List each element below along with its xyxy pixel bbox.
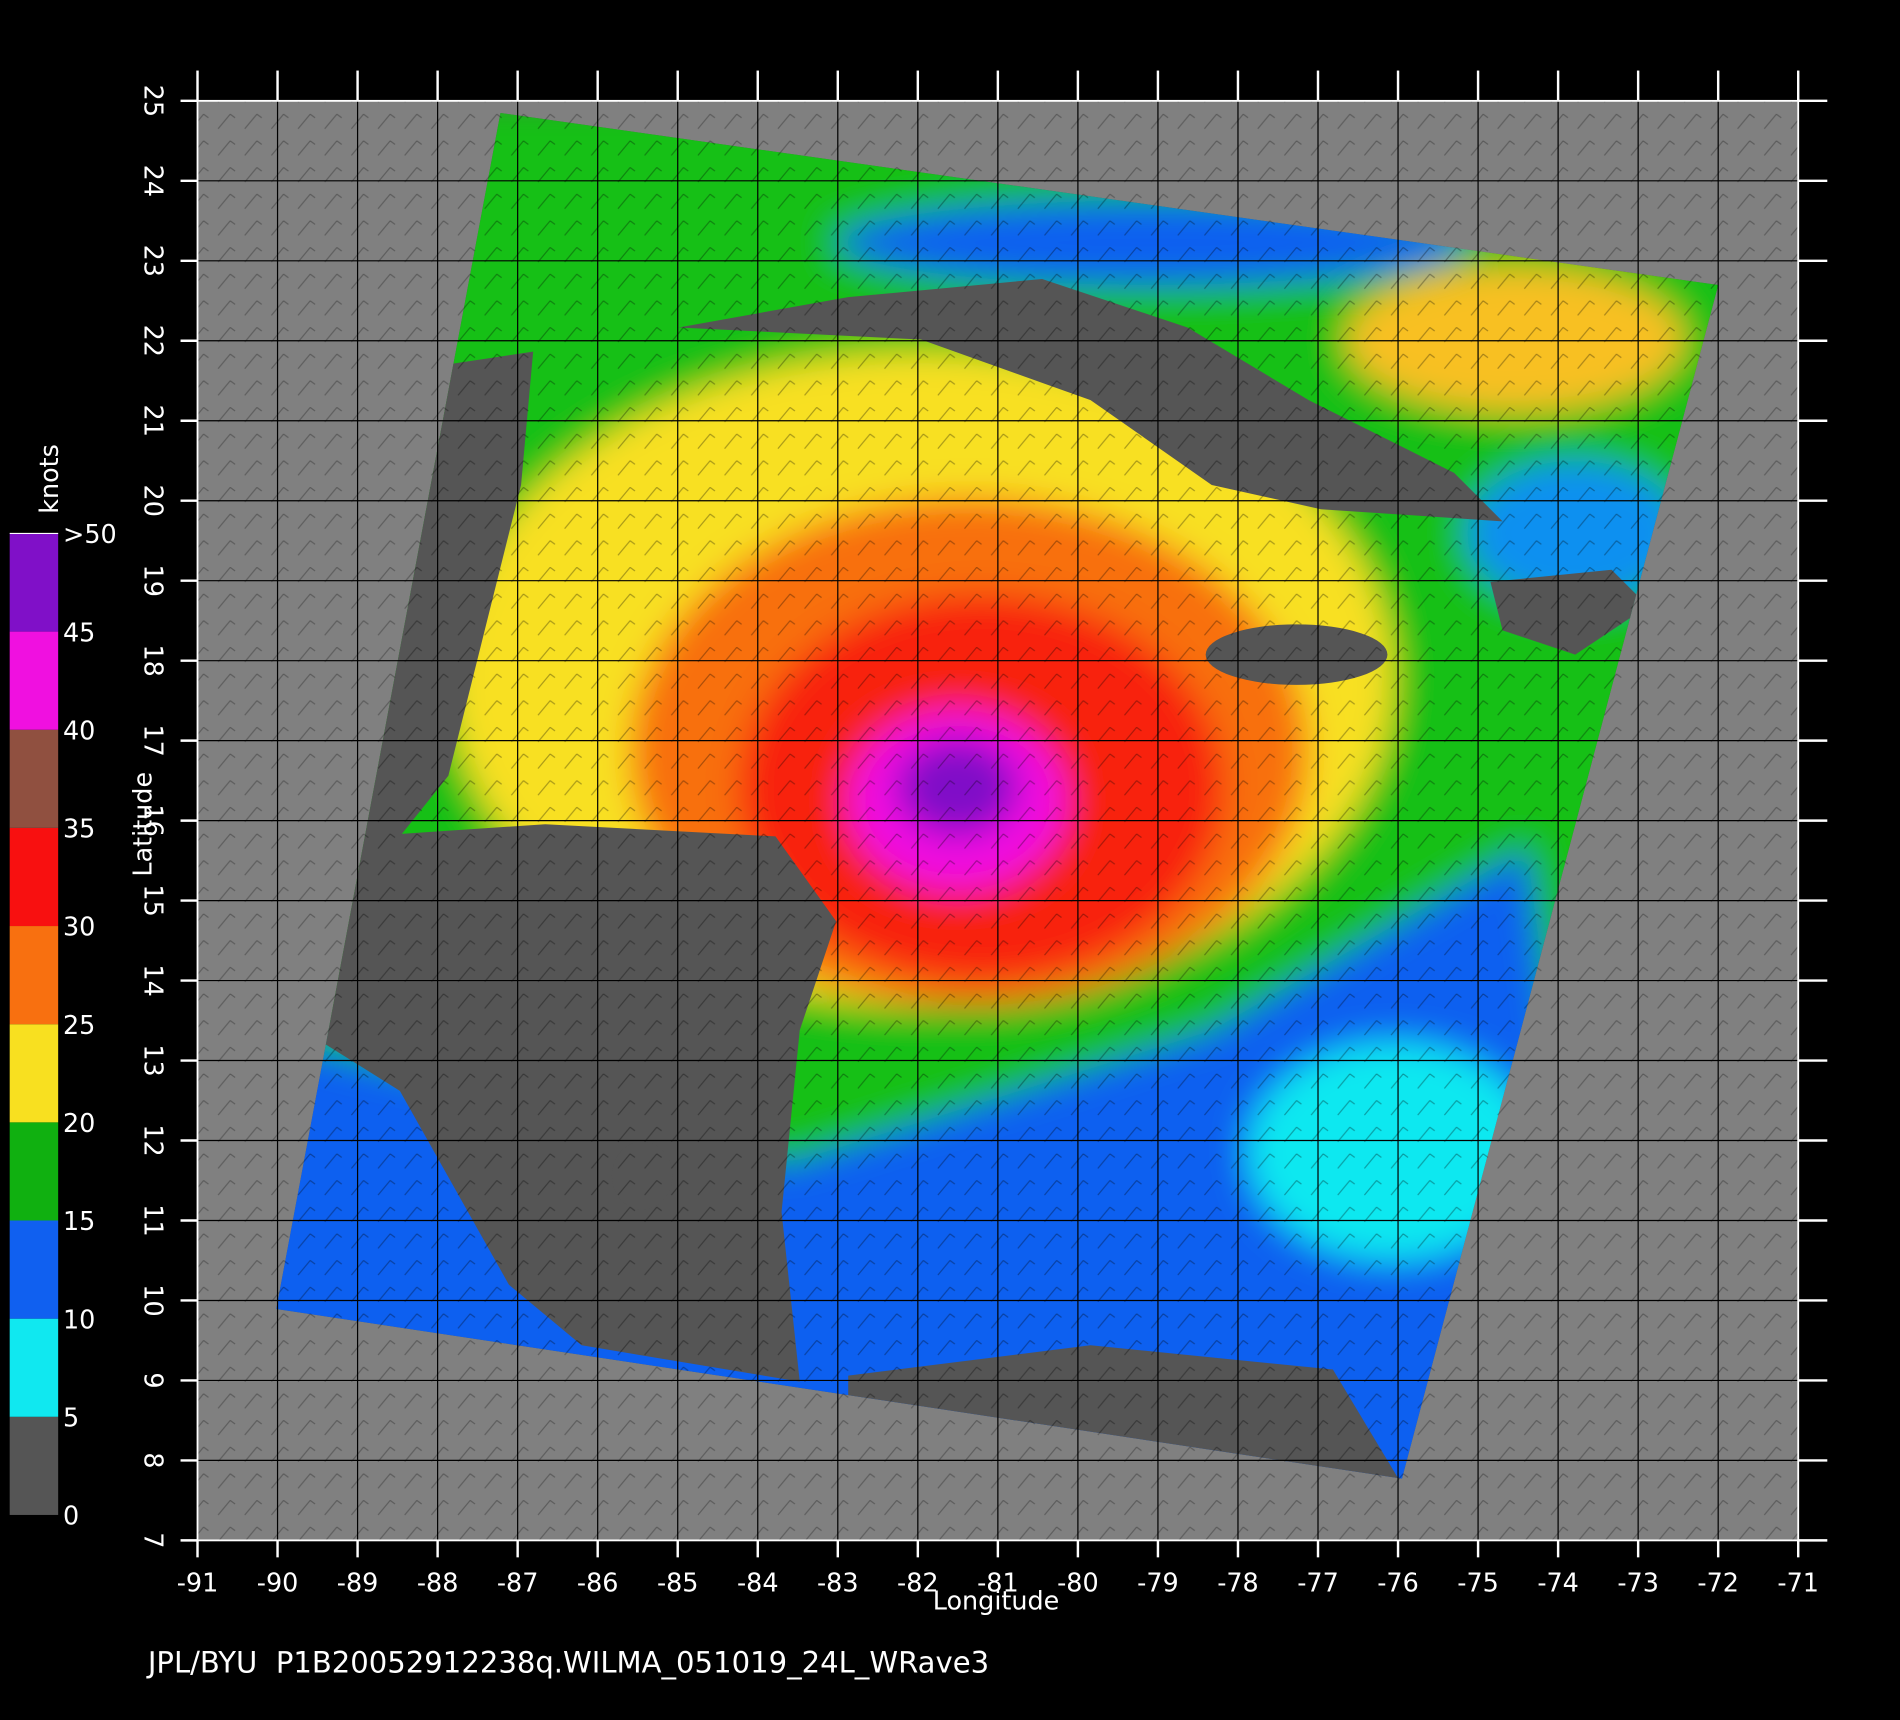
y-tick-label: 20 (138, 485, 168, 517)
colorbar-band (9, 1318, 59, 1417)
x-tick-label: -72 (1697, 1567, 1739, 1597)
axes: -91 -90 -89 -88 -87 -86 -85 -84 -83 -82 -81 -80 -79 -… (138, 70, 1828, 1597)
y-tick-label: 8 (138, 1452, 168, 1468)
y-tick-label: 14 (138, 964, 168, 996)
colorbar-band (9, 533, 59, 632)
colorbar-label: 30 (63, 912, 95, 942)
y-tick-label: 18 (138, 644, 168, 676)
colorbar-label: 10 (63, 1304, 95, 1334)
x-tick-label: -76 (1377, 1567, 1419, 1597)
x-tick-label: -86 (577, 1567, 619, 1597)
y-tick-label: 24 (138, 165, 168, 197)
x-tick-label: -82 (897, 1567, 939, 1597)
colorbar-band (9, 1416, 59, 1515)
colorbar-band (9, 729, 59, 828)
x-tick-label: -77 (1297, 1567, 1339, 1597)
y-tick-label: 13 (138, 1044, 168, 1076)
y-tick-label: 17 (138, 724, 168, 756)
x-tick-label: -87 (497, 1567, 539, 1597)
colorbar-label: 20 (63, 1108, 95, 1138)
colorbar-title: knots (34, 444, 64, 514)
y-tick-label: 19 (138, 565, 168, 597)
x-tick-label: -78 (1217, 1567, 1259, 1597)
x-tick-label: -84 (737, 1567, 779, 1597)
x-tick-label: -79 (1137, 1567, 1179, 1597)
y-tick-label: 22 (138, 325, 168, 357)
colorbar-band (9, 1220, 59, 1319)
y-tick-label: 12 (138, 1124, 168, 1156)
colorbar: 0 5 10 15 20 25 30 35 40 45 >50 (9, 519, 117, 1531)
x-tick-label: -91 (177, 1567, 219, 1597)
y-axis-label: Latitude (127, 772, 157, 877)
colorbar-label: 40 (63, 715, 95, 745)
colorbar-band (9, 827, 59, 927)
x-tick-label: -85 (657, 1567, 699, 1597)
colorbar-label: 35 (63, 814, 95, 844)
x-axis-label: Longitude (933, 1585, 1060, 1615)
colorbar-label: 5 (63, 1402, 79, 1432)
x-tick-label: -81 (977, 1567, 1019, 1597)
x-tick-label: -73 (1617, 1567, 1659, 1597)
colorbar-band (9, 1122, 59, 1221)
y-tick-label: 7 (138, 1532, 168, 1548)
colorbar-label: 15 (63, 1206, 95, 1236)
y-tick-label: 9 (138, 1372, 168, 1388)
y-tick-label: 10 (138, 1284, 168, 1316)
colorbar-band (9, 926, 59, 1025)
x-tick-label: -90 (257, 1567, 299, 1597)
colorbar-label: 0 (63, 1501, 79, 1531)
x-tick-label: -74 (1537, 1567, 1579, 1597)
footer: JPL/BYU P1B20052912238q.WILMA_051019_24L… (146, 1645, 989, 1679)
x-tick-label: -80 (1057, 1567, 1099, 1597)
x-tick-label: -88 (417, 1567, 459, 1597)
x-tick-label: -75 (1457, 1567, 1499, 1597)
x-tick-label: -89 (337, 1567, 379, 1597)
y-tick-label: 15 (138, 884, 168, 916)
colorbar-label: 45 (63, 617, 95, 647)
y-tick-label: 11 (138, 1204, 168, 1236)
x-tick-label: -71 (1777, 1567, 1819, 1597)
y-tick-label: 16 (138, 804, 168, 836)
y-tick-label: 21 (138, 405, 168, 437)
colorbar-band (9, 631, 59, 730)
y-tick-label: 23 (138, 245, 168, 277)
colorbar-label: 25 (63, 1010, 95, 1040)
y-tick-label: 25 (138, 85, 168, 117)
x-tick-label: -83 (817, 1567, 859, 1597)
colorbar-band (9, 1024, 59, 1123)
plot-frame (196, 99, 1800, 1542)
colorbar-label: >50 (63, 519, 117, 549)
